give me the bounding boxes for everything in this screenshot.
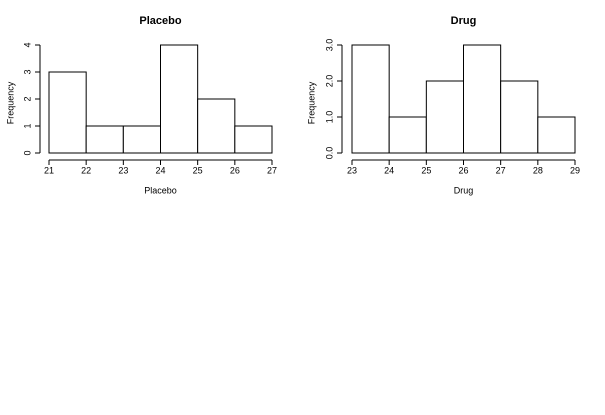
bar — [388, 116, 427, 154]
y-tick-label: 3.0 — [324, 39, 334, 52]
y-tick-label: 0.0 — [324, 147, 334, 160]
bar — [425, 80, 465, 154]
x-axis-label: Placebo — [144, 185, 177, 195]
bar — [85, 125, 124, 154]
y-axis-label: Frequency — [5, 81, 15, 124]
x-axis-label: Drug — [454, 185, 474, 195]
x-tick-label: 24 — [155, 165, 165, 175]
x-tick-label: 23 — [118, 165, 128, 175]
chart-title: Placebo — [139, 15, 181, 27]
bar — [48, 71, 87, 154]
bar — [537, 116, 576, 154]
x-tick-label: 22 — [81, 165, 91, 175]
y-tick-label: 4 — [22, 42, 32, 47]
bar — [234, 125, 273, 154]
x-tick-label: 25 — [193, 165, 203, 175]
y-tick-label: 1 — [22, 123, 32, 128]
bar — [463, 44, 502, 154]
bar — [160, 44, 199, 154]
x-tick-label: 27 — [267, 165, 277, 175]
y-axis-label: Frequency — [306, 81, 316, 124]
y-tick-label: 1.0 — [324, 111, 334, 124]
x-tick-label: 27 — [496, 165, 506, 175]
x-tick-label: 26 — [230, 165, 240, 175]
x-tick-label: 24 — [384, 165, 394, 175]
bar — [122, 125, 162, 154]
y-tick-label: 3 — [22, 69, 32, 74]
y-tick-label: 2 — [22, 96, 32, 101]
bar — [500, 80, 539, 154]
bar — [197, 98, 236, 154]
x-tick-label: 25 — [421, 165, 431, 175]
y-tick-label: 2.0 — [324, 75, 334, 88]
bar — [351, 44, 390, 154]
x-tick-label: 23 — [347, 165, 357, 175]
x-tick-label: 26 — [458, 165, 468, 175]
x-tick-label: 29 — [570, 165, 580, 175]
x-tick-label: 21 — [44, 165, 54, 175]
y-tick-label: 0 — [22, 150, 32, 155]
chart-title: Drug — [451, 15, 477, 27]
x-tick-label: 28 — [533, 165, 543, 175]
